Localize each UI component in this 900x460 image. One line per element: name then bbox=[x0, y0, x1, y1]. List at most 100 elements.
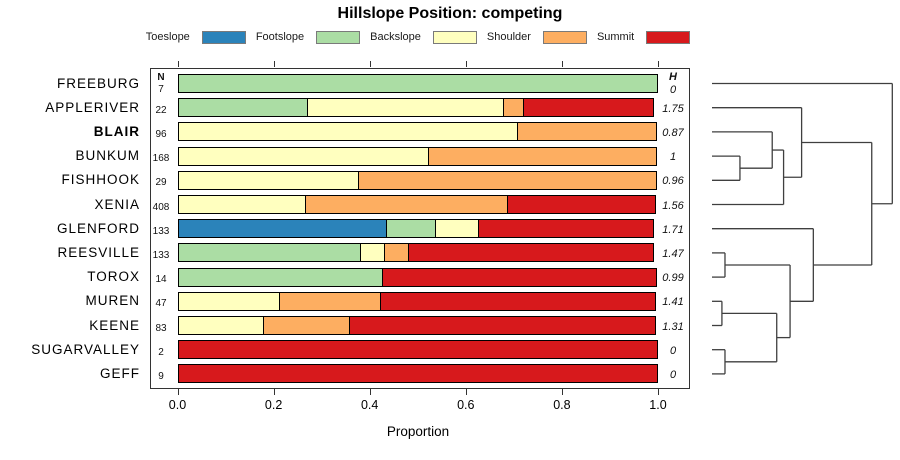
h-value: 0 bbox=[669, 368, 677, 381]
n-value: 7 bbox=[158, 83, 164, 95]
bar-segment-footslope bbox=[177, 243, 362, 263]
bar-segment-summit bbox=[477, 219, 655, 239]
bar-segment-shoulder bbox=[516, 122, 657, 142]
n-value: 133 bbox=[152, 249, 170, 261]
n-value: 133 bbox=[152, 225, 170, 237]
bar-geff bbox=[177, 364, 658, 384]
legend-swatch-footslope bbox=[316, 30, 361, 44]
bar-reesville bbox=[177, 243, 655, 263]
bar-segment-summit bbox=[506, 195, 656, 214]
bar-xenia bbox=[177, 195, 656, 214]
axis-tick-top bbox=[658, 61, 660, 67]
bar-segment-toeslope bbox=[177, 219, 387, 239]
axis-tick-bottom bbox=[658, 388, 660, 395]
bar-segment-summit bbox=[379, 291, 656, 311]
row-label-keene: KEENE bbox=[89, 317, 140, 333]
legend-swatch-shoulder bbox=[542, 30, 587, 44]
row-label-reesville: REESVILLE bbox=[57, 244, 140, 260]
bar-segment-backslope bbox=[177, 195, 307, 214]
n-value: 9 bbox=[158, 370, 164, 382]
axis-tick-bottom bbox=[273, 388, 275, 395]
bar-blair bbox=[177, 122, 657, 142]
row-label-muren: MUREN bbox=[85, 293, 140, 309]
bar-segment-shoulder bbox=[428, 146, 657, 166]
axis-tick-top bbox=[273, 61, 275, 67]
n-value: 14 bbox=[155, 274, 167, 286]
legend-swatch-summit bbox=[646, 30, 691, 44]
axis-tick-top bbox=[369, 61, 371, 67]
bar-segment-backslope bbox=[177, 146, 430, 166]
legend-label: Backslope bbox=[370, 31, 421, 43]
bar-segment-footslope bbox=[177, 267, 384, 287]
legend-swatch-toeslope bbox=[201, 30, 246, 44]
bar-segment-summit bbox=[382, 267, 657, 287]
bar-segment-shoulder bbox=[263, 316, 351, 335]
h-column-header: H bbox=[669, 70, 677, 83]
axis-tick-label: 0.4 bbox=[360, 398, 379, 412]
bar-bunkum bbox=[177, 146, 657, 166]
h-value: 1.31 bbox=[662, 320, 684, 333]
legend-swatch-backslope bbox=[432, 30, 477, 44]
bar-segment-backslope bbox=[177, 122, 518, 142]
bar-segment-summit bbox=[407, 243, 655, 263]
bar-segment-summit bbox=[177, 340, 658, 360]
h-value: 0 bbox=[669, 344, 677, 357]
bar-segment-shoulder bbox=[384, 243, 410, 263]
bar-keene bbox=[177, 316, 656, 335]
axis-tick-bottom bbox=[561, 388, 564, 395]
legend-item-summit: Summit bbox=[597, 30, 691, 44]
axis-tick-top bbox=[465, 61, 467, 67]
bar-segment-backslope bbox=[177, 291, 280, 311]
plot-frame bbox=[150, 68, 690, 389]
n-value: 83 bbox=[155, 322, 167, 334]
legend-label: Shoulder bbox=[486, 31, 531, 43]
h-value: 1.71 bbox=[662, 223, 684, 236]
n-value: 96 bbox=[155, 128, 167, 140]
row-label-blair: BLAIR bbox=[93, 123, 140, 139]
h-value: 0.96 bbox=[662, 175, 684, 188]
n-value: 408 bbox=[152, 201, 170, 213]
n-value: 22 bbox=[155, 104, 167, 116]
bar-segment-backslope bbox=[435, 219, 479, 239]
bar-segment-backslope bbox=[307, 98, 504, 118]
bar-segment-backslope bbox=[177, 170, 360, 190]
row-label-freeburg: FREEBURG bbox=[56, 75, 140, 91]
bar-segment-summit bbox=[349, 316, 656, 335]
bar-segment-shoulder bbox=[278, 291, 381, 311]
bar-segment-backslope bbox=[177, 316, 265, 335]
axis-tick-bottom bbox=[369, 388, 371, 395]
legend-label: Footslope bbox=[255, 31, 305, 43]
row-label-torox: TOROX bbox=[87, 269, 140, 285]
legend-label: Toeslope bbox=[145, 31, 190, 43]
axis-tick-bottom bbox=[465, 388, 467, 395]
chart-title: Hillslope Position: competing bbox=[337, 5, 563, 22]
bar-segment-summit bbox=[523, 98, 655, 118]
legend-item-toeslope: Toeslope bbox=[145, 30, 246, 44]
row-label-bunkum: BUNKUM bbox=[75, 148, 140, 164]
legend: Toeslope Footslope Backslope Shoulder Summit bbox=[60, 29, 776, 45]
n-value: 47 bbox=[155, 298, 167, 310]
legend-item-backslope: Backslope bbox=[370, 30, 477, 44]
bar-segment-backslope bbox=[360, 243, 386, 263]
h-value: 1 bbox=[669, 151, 677, 164]
axis-tick-label: 0.0 bbox=[168, 398, 187, 412]
row-label-appleriver: APPLERIVER bbox=[45, 99, 140, 115]
bar-segment-footslope bbox=[385, 219, 437, 239]
row-label-xenia: XENIA bbox=[94, 196, 140, 212]
h-value: 0.87 bbox=[662, 126, 684, 139]
bar-sugarvalley bbox=[177, 340, 658, 360]
h-value: 1.47 bbox=[662, 247, 684, 260]
bar-segment-shoulder bbox=[305, 195, 508, 214]
n-value: 168 bbox=[152, 153, 170, 165]
n-column-header: N bbox=[157, 71, 165, 83]
h-value: 0 bbox=[669, 83, 677, 96]
row-label-geff: GEFF bbox=[100, 365, 140, 381]
bar-fishhook bbox=[177, 170, 657, 190]
h-value: 1.41 bbox=[662, 296, 684, 309]
legend-item-shoulder: Shoulder bbox=[486, 30, 587, 44]
bar-segment-shoulder bbox=[358, 170, 657, 190]
n-value: 2 bbox=[158, 346, 164, 358]
bar-freeburg bbox=[177, 74, 658, 93]
h-value: 1.56 bbox=[662, 199, 684, 212]
